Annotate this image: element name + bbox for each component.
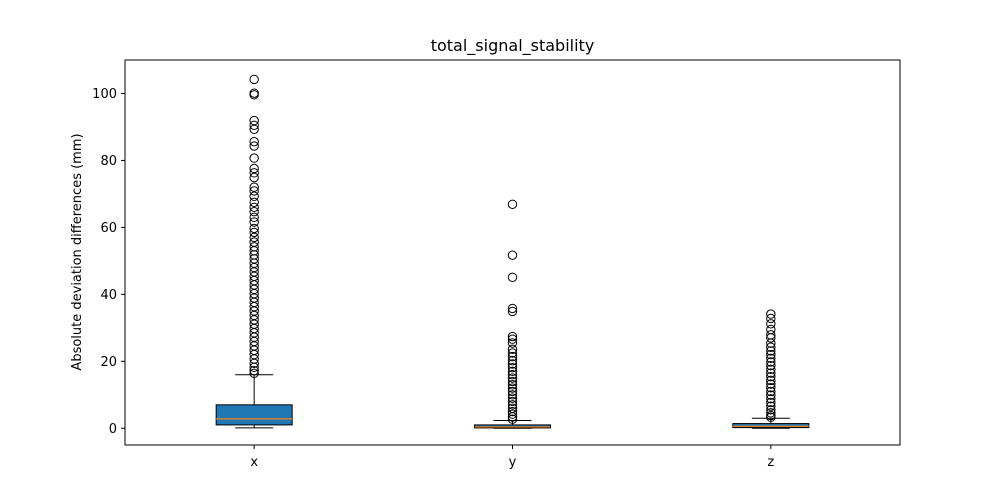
outlier-z xyxy=(766,386,776,397)
outlier-x xyxy=(249,141,259,151)
y-axis-label: Absolute deviation differences (mm) xyxy=(70,133,85,370)
outlier-z xyxy=(766,397,776,408)
outlier-z xyxy=(766,309,776,319)
outlier-y xyxy=(507,344,518,354)
plot-area: 0 20 40 60 80 100 x y z xyxy=(92,74,810,470)
box-z xyxy=(732,423,810,429)
outlier-y xyxy=(507,380,518,390)
outlier-y xyxy=(507,386,518,397)
outlier-y xyxy=(507,359,518,369)
outlier-z xyxy=(766,412,776,422)
outlier-z xyxy=(766,401,776,411)
outlier-x xyxy=(249,191,259,201)
outlier-z xyxy=(766,349,776,360)
outlier-y xyxy=(507,303,518,314)
outlier-y xyxy=(507,400,518,410)
outlier-x xyxy=(249,365,259,376)
outlier-x xyxy=(249,227,259,238)
outlier-y xyxy=(507,351,518,362)
outlier-y xyxy=(507,362,518,373)
y-tick-label: 20 xyxy=(100,355,117,370)
outlier-x xyxy=(249,120,259,130)
outlier-y xyxy=(507,355,518,366)
outlier-y xyxy=(507,338,518,348)
outlier-z xyxy=(766,353,776,363)
outlier-x xyxy=(249,368,259,379)
outlier-z xyxy=(766,364,776,375)
outlier-x xyxy=(249,74,259,85)
outlier-y xyxy=(507,383,518,393)
outlier-x xyxy=(249,206,259,217)
outlier-x xyxy=(249,124,259,135)
outlier-y xyxy=(507,272,518,282)
outlier-x xyxy=(249,232,259,243)
outlier-y xyxy=(507,376,518,387)
outlier-z xyxy=(766,338,776,348)
outlier-x xyxy=(249,90,259,100)
outlier-y xyxy=(507,250,518,260)
outlier-y xyxy=(507,409,518,419)
axes-frame xyxy=(124,59,901,446)
x-tick-label: y xyxy=(509,455,517,470)
outlier-z xyxy=(766,342,776,352)
outlier-z xyxy=(766,408,776,418)
outlier-y xyxy=(507,396,518,407)
outlier-y xyxy=(507,331,518,342)
outlier-y xyxy=(507,390,518,400)
outlier-x xyxy=(249,186,259,196)
outlier-x xyxy=(249,182,259,192)
outlier-z xyxy=(766,319,776,329)
outlier-x xyxy=(249,163,259,174)
outlier-y xyxy=(507,406,518,417)
outlier-x xyxy=(249,168,259,178)
outlier-x xyxy=(249,197,259,207)
outlier-x xyxy=(249,172,259,183)
outlier-z xyxy=(766,360,776,371)
outlier-y xyxy=(507,412,518,422)
outlier-y xyxy=(507,366,518,377)
outlier-z xyxy=(766,394,776,404)
outlier-y xyxy=(507,414,518,424)
outlier-x xyxy=(249,153,259,163)
outlier-y xyxy=(507,348,518,358)
chart-title: total_signal_stability xyxy=(431,36,595,56)
x-tick-label: z xyxy=(767,455,774,470)
y-tick-label: 60 xyxy=(100,221,117,236)
outlier-y xyxy=(507,393,518,403)
outlier-y xyxy=(507,199,518,209)
y-tick-label: 0 xyxy=(109,422,117,437)
outlier-z xyxy=(766,333,776,343)
outlier-y xyxy=(507,373,518,383)
outlier-x xyxy=(249,223,259,234)
outlier-z xyxy=(766,379,776,389)
outlier-x xyxy=(249,202,259,213)
outlier-z xyxy=(766,390,776,400)
outlier-y xyxy=(507,334,518,344)
outlier-y xyxy=(507,306,518,317)
box-x xyxy=(215,404,293,426)
y-tick-label: 80 xyxy=(100,154,117,169)
y-tick-label: 40 xyxy=(100,288,117,303)
outlier-z xyxy=(766,405,776,415)
outlier-x xyxy=(249,136,259,147)
outlier-x xyxy=(249,362,259,373)
outlier-z xyxy=(766,313,776,324)
outlier-z xyxy=(766,383,776,393)
outlier-z xyxy=(766,375,776,386)
outlier-z xyxy=(766,368,776,378)
outlier-z xyxy=(766,372,776,382)
outlier-y xyxy=(507,369,518,380)
outlier-z xyxy=(766,357,776,367)
outlier-z xyxy=(766,346,776,356)
outlier-x xyxy=(249,358,259,369)
outlier-x xyxy=(249,212,259,223)
y-tick-label: 100 xyxy=(92,87,117,102)
x-tick-label: x xyxy=(250,455,258,470)
outlier-x xyxy=(249,217,259,227)
